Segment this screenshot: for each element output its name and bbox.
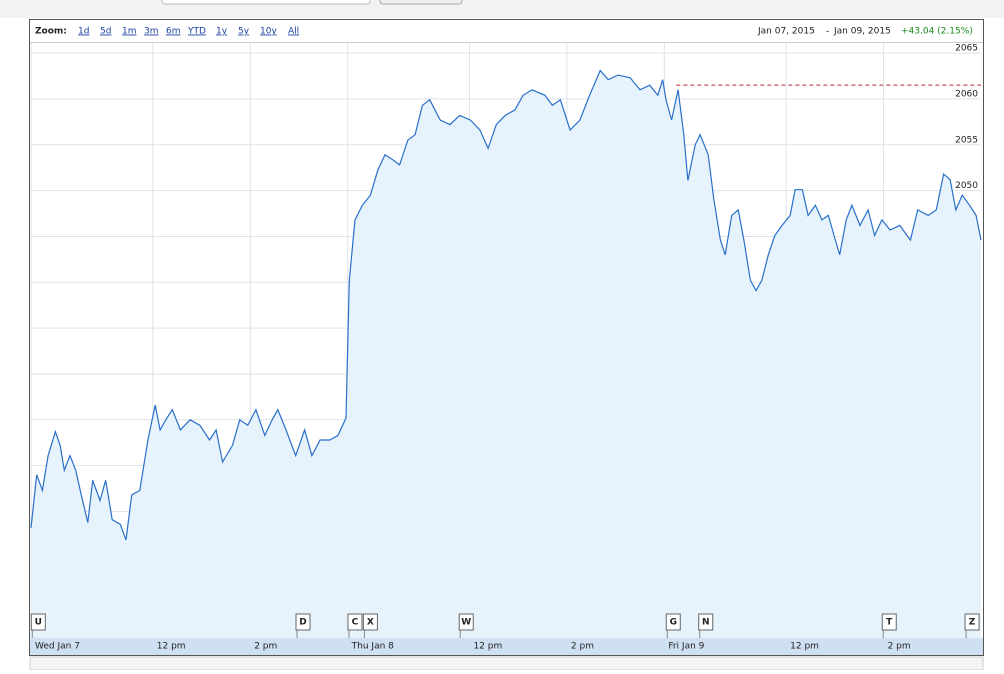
flag-label: W — [461, 618, 471, 628]
flag — [665, 613, 681, 631]
zoom-link[interactable]: 10y — [260, 27, 277, 37]
y-tick-label: 2055 — [955, 135, 978, 145]
zoom-link[interactable]: 6m — [166, 27, 181, 37]
flag — [698, 613, 714, 631]
y-tick-label: 2060 — [955, 89, 978, 99]
toolbar: Zoom: Jan 07, 2015 - Jan 09, 2015 +43.04… — [35, 27, 973, 37]
x-tick-label: 2 pm — [888, 642, 911, 652]
range-separator: - — [826, 27, 829, 37]
price-line — [30, 69, 982, 541]
flag — [347, 613, 363, 631]
top-bar — [0, 0, 1004, 18]
flag-label: X — [367, 618, 374, 628]
y-tick-label: 2050 — [955, 181, 978, 191]
x-tick-label: 12 pm — [473, 642, 502, 652]
x-axis-bar — [30, 638, 983, 655]
zoom-link[interactable]: 1y — [216, 27, 228, 37]
x-tick-label: Thu Jan 8 — [351, 642, 395, 652]
search-button[interactable] — [379, 0, 463, 5]
flag-label: U — [35, 618, 42, 628]
zoom-link[interactable]: 5d — [100, 27, 111, 37]
search-box[interactable] — [161, 0, 371, 5]
area — [31, 70, 981, 638]
x-tick-label: 12 pm — [157, 642, 186, 652]
navigator — [29, 656, 984, 671]
x-tick-label: Wed Jan 7 — [35, 642, 80, 652]
change: +43.04 (2.15%) — [901, 27, 973, 37]
flag-label: G — [670, 618, 677, 628]
zoom-link[interactable]: 1d — [78, 27, 89, 37]
x-tick-label: 2 pm — [571, 642, 594, 652]
range-end: Jan 09, 2015 — [833, 27, 891, 37]
flag — [458, 613, 474, 631]
range-start: Jan 07, 2015 — [757, 27, 815, 37]
zoom-link[interactable]: YTD — [187, 27, 206, 37]
flag-label: D — [299, 618, 306, 628]
x-tick-label: Fri Jan 9 — [668, 642, 704, 652]
flag — [881, 613, 897, 631]
flag — [295, 613, 311, 631]
flag-label: N — [702, 618, 710, 628]
zoom-link[interactable]: 5y — [238, 27, 250, 37]
x-tick-label: 12 pm — [790, 642, 819, 652]
flag — [30, 613, 46, 631]
zoom-link[interactable]: 3m — [144, 27, 159, 37]
flag-label: T — [886, 618, 893, 628]
flag-label: Z — [969, 618, 976, 628]
flag-label: C — [352, 618, 359, 628]
flag — [964, 613, 980, 631]
flag — [362, 613, 378, 631]
y-tick-label: 2065 — [955, 44, 978, 54]
zoom-link[interactable]: All — [288, 27, 299, 37]
zoom-link[interactable]: 1m — [122, 27, 137, 37]
zoom-label: Zoom: — [35, 27, 67, 37]
x-tick-label: 2 pm — [254, 642, 277, 652]
